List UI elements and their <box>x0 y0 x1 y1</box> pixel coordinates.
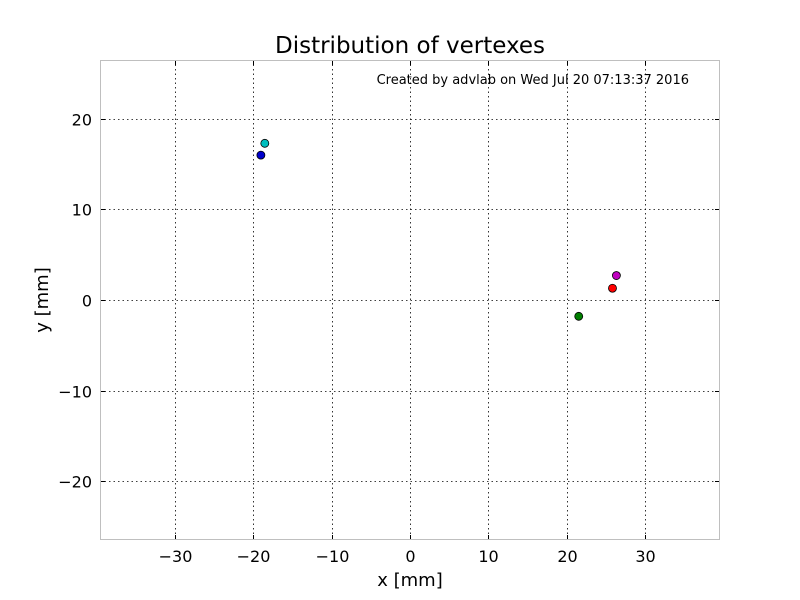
y-tick-label: 0 <box>82 292 92 311</box>
chart-title: Distribution of vertexes <box>275 33 545 59</box>
created-by-annotation: Created by advlab on Wed Jul 20 07:13:37… <box>377 73 689 88</box>
y-tick-label: −20 <box>58 473 92 492</box>
x-tick-label: 10 <box>478 547 498 566</box>
data-points <box>256 138 621 321</box>
y-tick-label: −10 <box>58 383 92 402</box>
plot-frame <box>100 60 720 540</box>
data-point <box>612 271 621 280</box>
data-point <box>608 283 617 293</box>
y-tick-label: 10 <box>72 201 92 220</box>
y-axis-label: y [mm] <box>32 267 53 333</box>
x-tick-label: 20 <box>557 547 577 566</box>
y-tick-label: 20 <box>72 111 92 130</box>
x-tick-label: 0 <box>405 547 415 566</box>
x-tick-label: −20 <box>237 547 271 566</box>
tick-labels: −30 −20 −10 0 10 20 30 −20 −10 0 10 20 <box>58 111 655 567</box>
data-point <box>256 150 266 160</box>
axis-ticks <box>100 60 720 540</box>
data-point <box>574 311 584 321</box>
grid-lines <box>100 60 720 540</box>
x-axis-label: x [mm] <box>377 570 443 591</box>
data-point <box>260 138 270 148</box>
x-tick-label: −30 <box>159 547 193 566</box>
x-tick-label: 30 <box>635 547 655 566</box>
x-tick-label: −10 <box>316 547 350 566</box>
